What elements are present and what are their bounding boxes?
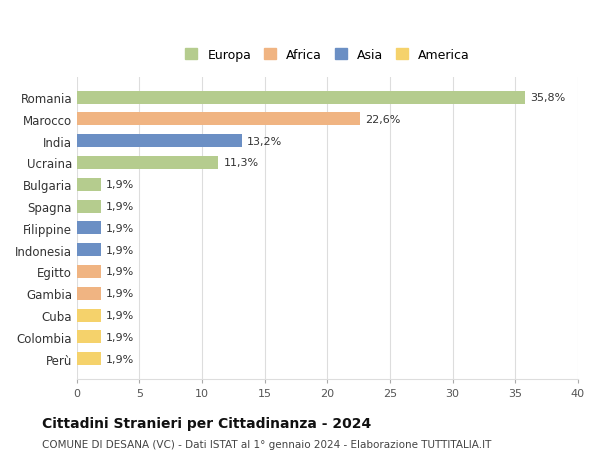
Text: 1,9%: 1,9% — [106, 310, 134, 320]
Bar — [77, 113, 360, 126]
Text: Cittadini Stranieri per Cittadinanza - 2024: Cittadini Stranieri per Cittadinanza - 2… — [42, 416, 371, 430]
Bar — [77, 222, 101, 235]
Bar — [77, 353, 101, 365]
Bar — [77, 244, 101, 257]
Text: 1,9%: 1,9% — [106, 224, 134, 233]
Bar — [77, 91, 526, 104]
Text: 1,9%: 1,9% — [106, 202, 134, 212]
Text: 11,3%: 11,3% — [223, 158, 259, 168]
Bar — [77, 200, 101, 213]
Text: 22,6%: 22,6% — [365, 115, 400, 124]
Text: 1,9%: 1,9% — [106, 267, 134, 277]
Text: 1,9%: 1,9% — [106, 354, 134, 364]
Text: 1,9%: 1,9% — [106, 289, 134, 299]
Text: 1,9%: 1,9% — [106, 180, 134, 190]
Legend: Europa, Africa, Asia, America: Europa, Africa, Asia, America — [181, 45, 474, 65]
Bar — [77, 265, 101, 279]
Bar — [77, 179, 101, 191]
Text: COMUNE DI DESANA (VC) - Dati ISTAT al 1° gennaio 2024 - Elaborazione TUTTITALIA.: COMUNE DI DESANA (VC) - Dati ISTAT al 1°… — [42, 440, 491, 449]
Text: 13,2%: 13,2% — [247, 136, 283, 146]
Text: 1,9%: 1,9% — [106, 245, 134, 255]
Bar — [77, 287, 101, 300]
Bar — [77, 309, 101, 322]
Text: 1,9%: 1,9% — [106, 332, 134, 342]
Bar — [77, 157, 218, 170]
Bar — [77, 135, 242, 148]
Bar — [77, 330, 101, 344]
Text: 35,8%: 35,8% — [530, 93, 566, 103]
